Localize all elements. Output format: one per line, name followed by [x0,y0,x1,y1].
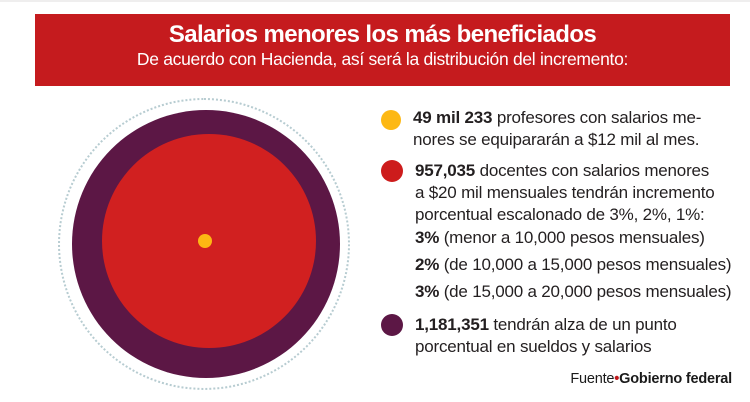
bullet-separator-icon: • [614,371,620,387]
legend-value-49233: 49 mil 233 [413,108,493,127]
legend-value-957035: 957,035 [415,161,476,180]
legend-item-red: 957,035 docentes con salarios menores a … [381,160,741,226]
header-banner: Salarios menores los más beneficiados De… [35,14,730,86]
outer-dotted-ring [58,98,350,390]
legend-item-red-text: 957,035 docentes con salarios menores a … [415,161,715,224]
yellow-dot-icon [381,110,401,130]
breakdown-row-3: 3% (de 15,000 a 20,000 pesos mensuales) [415,282,732,301]
source-label: Fuente [570,371,615,387]
breakdown-row-1: 3% (menor a 10,000 pesos mensuales) [415,228,705,247]
percentage-breakdown: 3% (menor a 10,000 pesos mensuales) 2% (… [415,224,741,305]
red-dot-icon [381,160,403,182]
yellow-center-dot-49233 [198,234,212,248]
top-hairline-divider [0,0,750,2]
source-value: Gobierno federal [619,371,732,387]
legend-item-purple-text: 1,181,351 tendrán alza de un punto porce… [415,315,677,356]
purple-dot-icon [381,314,403,336]
legend: 49 mil 233 profesores con salarios me- n… [381,107,741,358]
legend-item-yellow-text: 49 mil 233 profesores con salarios me- n… [413,108,702,149]
legend-item-yellow: 49 mil 233 profesores con salarios me- n… [381,107,741,151]
page-title: Salarios menores los más beneficiados [168,21,597,48]
page-subtitle: De acuerdo con Hacienda, así será la dis… [136,49,629,69]
legend-value-1181351: 1,181,351 [415,315,489,334]
breakdown-row-2: 2% (de 10,000 a 15,000 pesos mensuales) [415,255,732,274]
legend-item-purple: 1,181,351 tendrán alza de un punto porce… [381,314,741,358]
source-attribution: Fuente•Gobierno federal [570,371,732,387]
